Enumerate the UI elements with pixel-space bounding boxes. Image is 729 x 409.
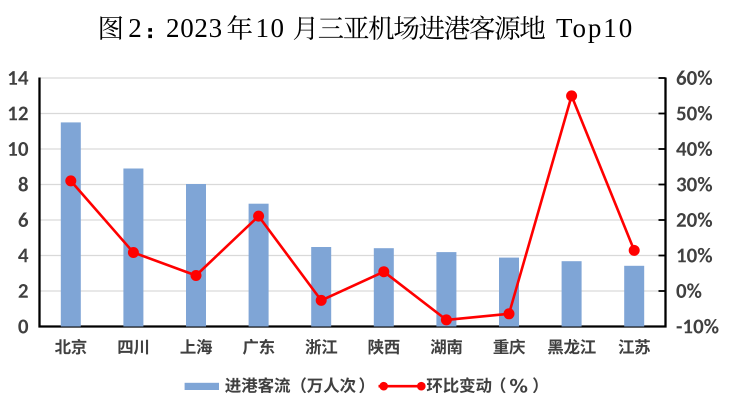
svg-text:2023: 2023 xyxy=(166,13,223,43)
svg-text:10: 10 xyxy=(256,13,286,43)
svg-text:2: 2 xyxy=(128,13,142,43)
svg-text:Top10: Top10 xyxy=(556,13,634,43)
